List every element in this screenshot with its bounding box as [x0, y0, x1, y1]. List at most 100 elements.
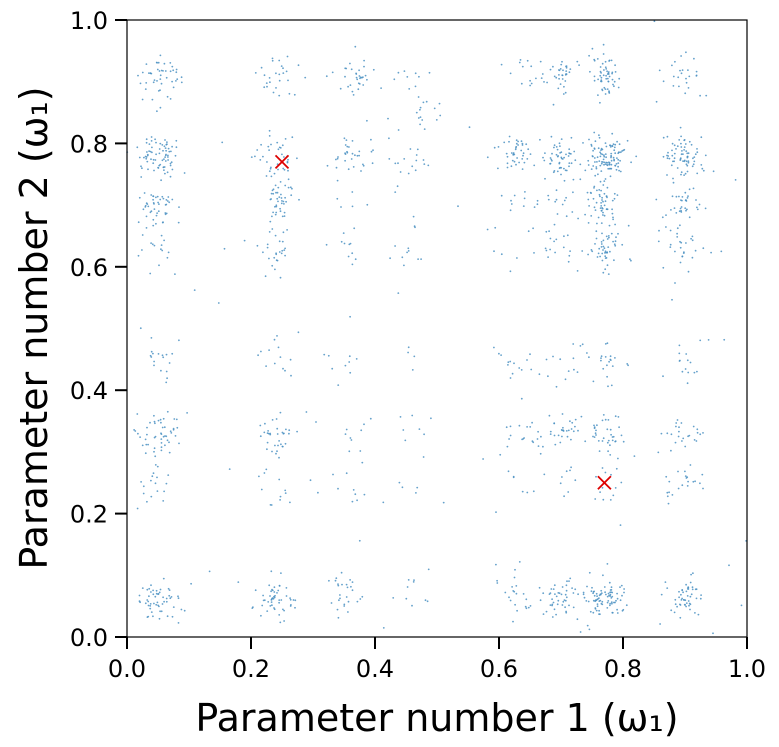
sample-point	[618, 169, 620, 172]
sample-point	[343, 603, 346, 606]
sample-point	[270, 192, 273, 195]
sample-point	[602, 414, 605, 416]
sample-point	[151, 146, 153, 149]
sample-point	[150, 584, 152, 587]
sample-point	[685, 353, 688, 355]
sample-point	[228, 468, 231, 470]
sample-point	[560, 63, 563, 66]
sample-point	[696, 172, 699, 175]
sample-point	[149, 354, 152, 357]
sample-point	[556, 603, 559, 606]
sample-point	[349, 315, 351, 318]
sample-point	[593, 147, 596, 150]
sample-point	[281, 431, 284, 434]
sample-point	[605, 145, 608, 148]
sample-point	[265, 468, 268, 471]
sample-point	[254, 72, 257, 74]
sample-point	[362, 84, 365, 86]
sample-point	[403, 70, 406, 72]
sample-point	[563, 495, 565, 498]
sample-point	[563, 85, 565, 88]
sample-point	[243, 239, 246, 242]
sample-point	[146, 616, 149, 618]
sample-point	[508, 596, 510, 599]
sample-point	[692, 187, 695, 190]
sample-point	[343, 605, 346, 607]
sample-point	[414, 169, 417, 172]
sample-point	[606, 607, 609, 609]
sample-point	[604, 418, 607, 421]
sample-point	[591, 586, 593, 589]
sample-point	[686, 170, 689, 173]
sample-point	[693, 439, 696, 441]
sample-point	[676, 167, 679, 169]
sample-point	[600, 209, 603, 212]
sample-point	[297, 64, 300, 67]
sample-point	[689, 595, 692, 598]
sample-point	[267, 145, 270, 148]
sample-point	[403, 158, 406, 160]
sample-point	[268, 77, 271, 79]
sample-point	[542, 156, 544, 159]
sample-point	[148, 587, 151, 590]
sample-point	[493, 146, 496, 149]
sample-point	[529, 79, 531, 82]
sample-point	[619, 524, 622, 526]
sample-point	[270, 601, 273, 603]
sample-point	[626, 363, 629, 365]
sample-point	[165, 600, 168, 603]
sample-point	[263, 431, 266, 434]
sample-point	[689, 608, 691, 611]
sample-point	[562, 69, 564, 72]
sample-point	[600, 222, 603, 225]
sample-point	[503, 141, 506, 144]
sample-point	[165, 370, 168, 373]
sample-point	[610, 159, 613, 162]
sample-point	[336, 179, 339, 182]
sample-point	[615, 168, 618, 171]
sample-point	[139, 436, 142, 438]
sample-point	[673, 207, 676, 210]
sample-point	[152, 472, 155, 475]
sample-point	[276, 427, 279, 430]
sample-point	[275, 452, 277, 455]
sample-point	[510, 165, 513, 168]
sample-point	[351, 90, 354, 93]
sample-point	[607, 600, 610, 602]
sample-point	[692, 163, 695, 166]
sample-point	[412, 581, 415, 583]
sample-point	[549, 162, 552, 165]
sample-point	[521, 490, 524, 493]
sample-point	[569, 420, 571, 423]
sample-point	[276, 450, 278, 453]
sample-point	[281, 215, 284, 218]
sample-point	[150, 242, 153, 245]
sample-point	[286, 161, 289, 164]
sample-point	[284, 254, 286, 257]
sample-point	[285, 200, 287, 203]
sample-point	[144, 438, 147, 441]
sample-point	[549, 430, 552, 433]
sample-point	[563, 167, 565, 170]
sample-point	[684, 445, 687, 448]
sample-point	[581, 343, 584, 346]
sample-point	[677, 487, 680, 490]
sample-point	[354, 45, 357, 48]
sample-point	[570, 162, 573, 165]
sample-point	[604, 142, 607, 145]
sample-point	[270, 570, 273, 573]
sample-point	[685, 163, 688, 166]
sample-point	[600, 592, 603, 595]
sample-point	[600, 357, 602, 359]
sample-point	[349, 242, 352, 245]
sample-point	[539, 599, 542, 602]
sample-point	[552, 171, 555, 174]
sample-point	[683, 149, 685, 151]
sample-point	[260, 143, 262, 146]
sample-point	[149, 603, 152, 605]
sample-point	[614, 440, 617, 442]
sample-point	[157, 604, 160, 607]
sample-point	[160, 449, 163, 452]
sample-point	[407, 579, 410, 581]
sample-point	[602, 184, 605, 186]
